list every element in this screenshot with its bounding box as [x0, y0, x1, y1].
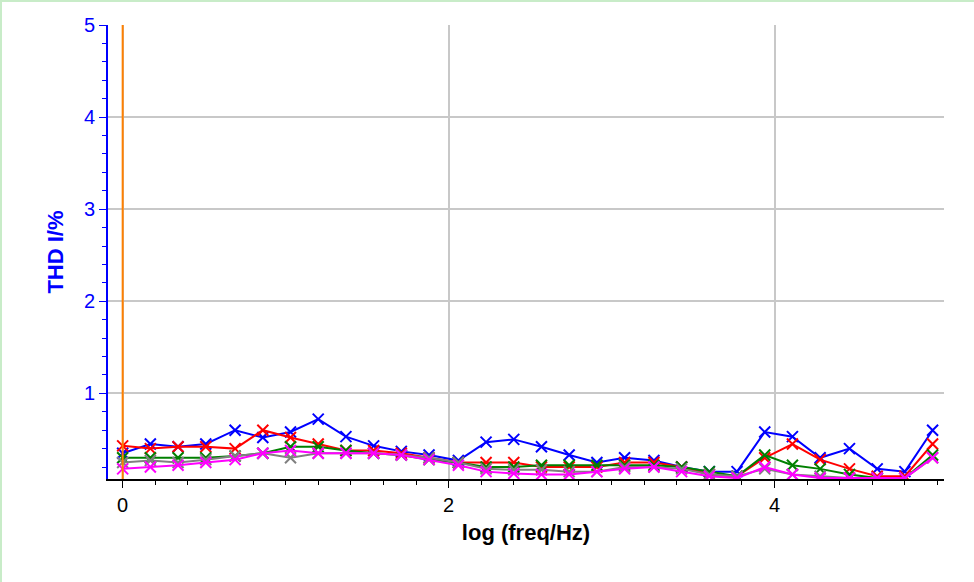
svg-text:0: 0 — [117, 494, 128, 516]
svg-text:log (freq/Hz): log (freq/Hz) — [462, 520, 590, 545]
svg-text:4: 4 — [84, 106, 95, 128]
svg-text:4: 4 — [769, 494, 780, 516]
svg-text:3: 3 — [84, 198, 95, 220]
svg-text:2: 2 — [443, 494, 454, 516]
svg-text:2: 2 — [84, 290, 95, 312]
svg-text:THD I/%: THD I/% — [43, 210, 68, 293]
svg-text:1: 1 — [84, 382, 95, 404]
svg-text:5: 5 — [84, 14, 95, 36]
